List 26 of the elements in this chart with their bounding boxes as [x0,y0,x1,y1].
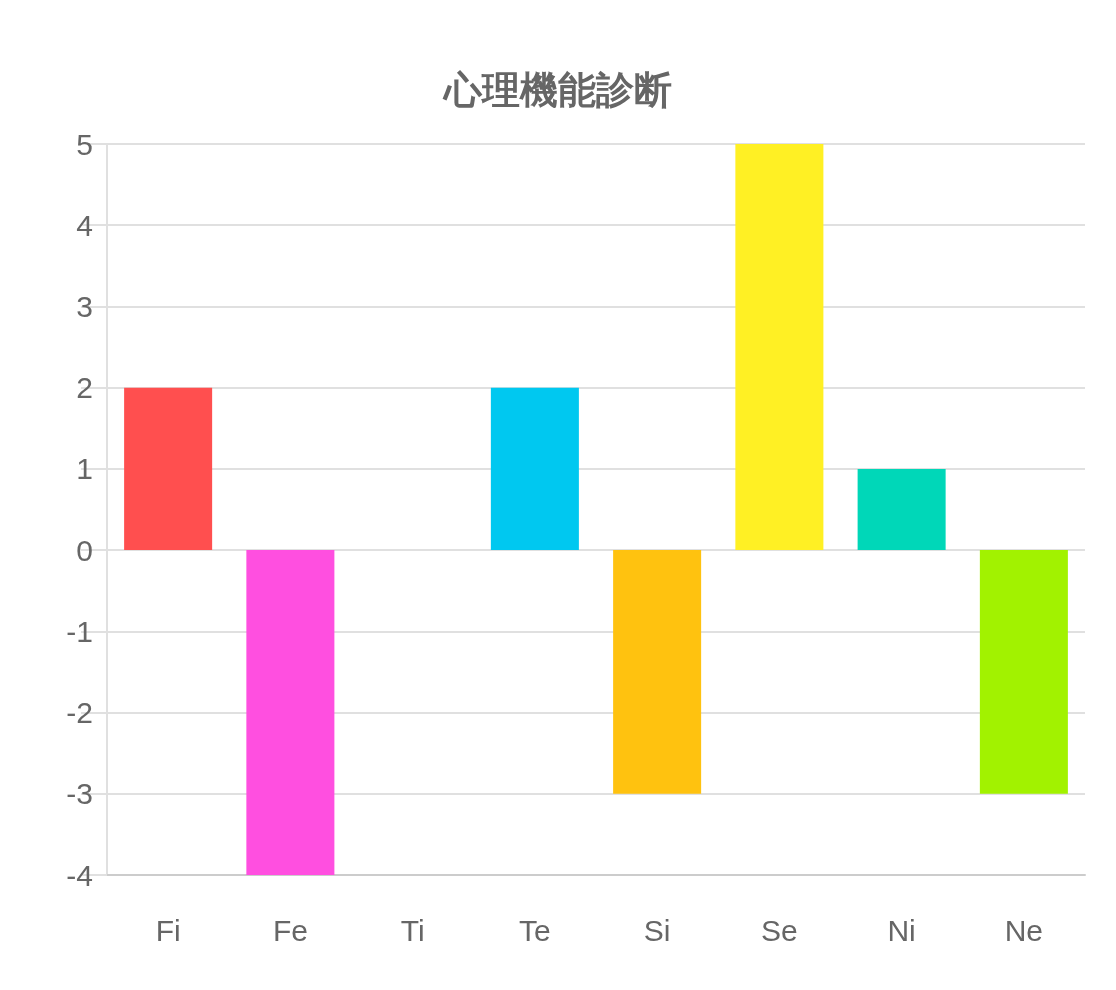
bar [124,387,213,551]
x-tick-label: Ne [1004,913,1044,947]
bar [857,468,946,551]
x-tick-label: Fi [155,913,181,947]
bar [735,144,824,551]
chart-title: 心理機能診断 [442,69,672,111]
x-tick-label: Ti [400,913,425,947]
x-tick-label: Te [519,913,551,947]
y-tick-label: 3 [76,289,93,323]
y-tick-label: -2 [66,696,93,730]
y-tick-label: -3 [66,777,93,811]
x-tick-label: Si [643,913,671,947]
y-tick-label: -4 [66,858,93,892]
y-tick-label: 0 [76,533,93,567]
x-tick-label: Se [761,913,798,947]
bar [613,550,702,794]
y-tick-label: -1 [66,614,93,648]
y-tick-label: 5 [76,127,93,161]
x-tick-label: Fe [272,913,308,947]
bar [979,550,1068,794]
bar [246,550,335,875]
x-tick-label: Ni [887,913,916,947]
y-tick-label: 4 [76,208,93,242]
y-tick-label: 1 [76,452,93,486]
bar [490,387,579,551]
y-tick-label: 2 [76,371,93,405]
